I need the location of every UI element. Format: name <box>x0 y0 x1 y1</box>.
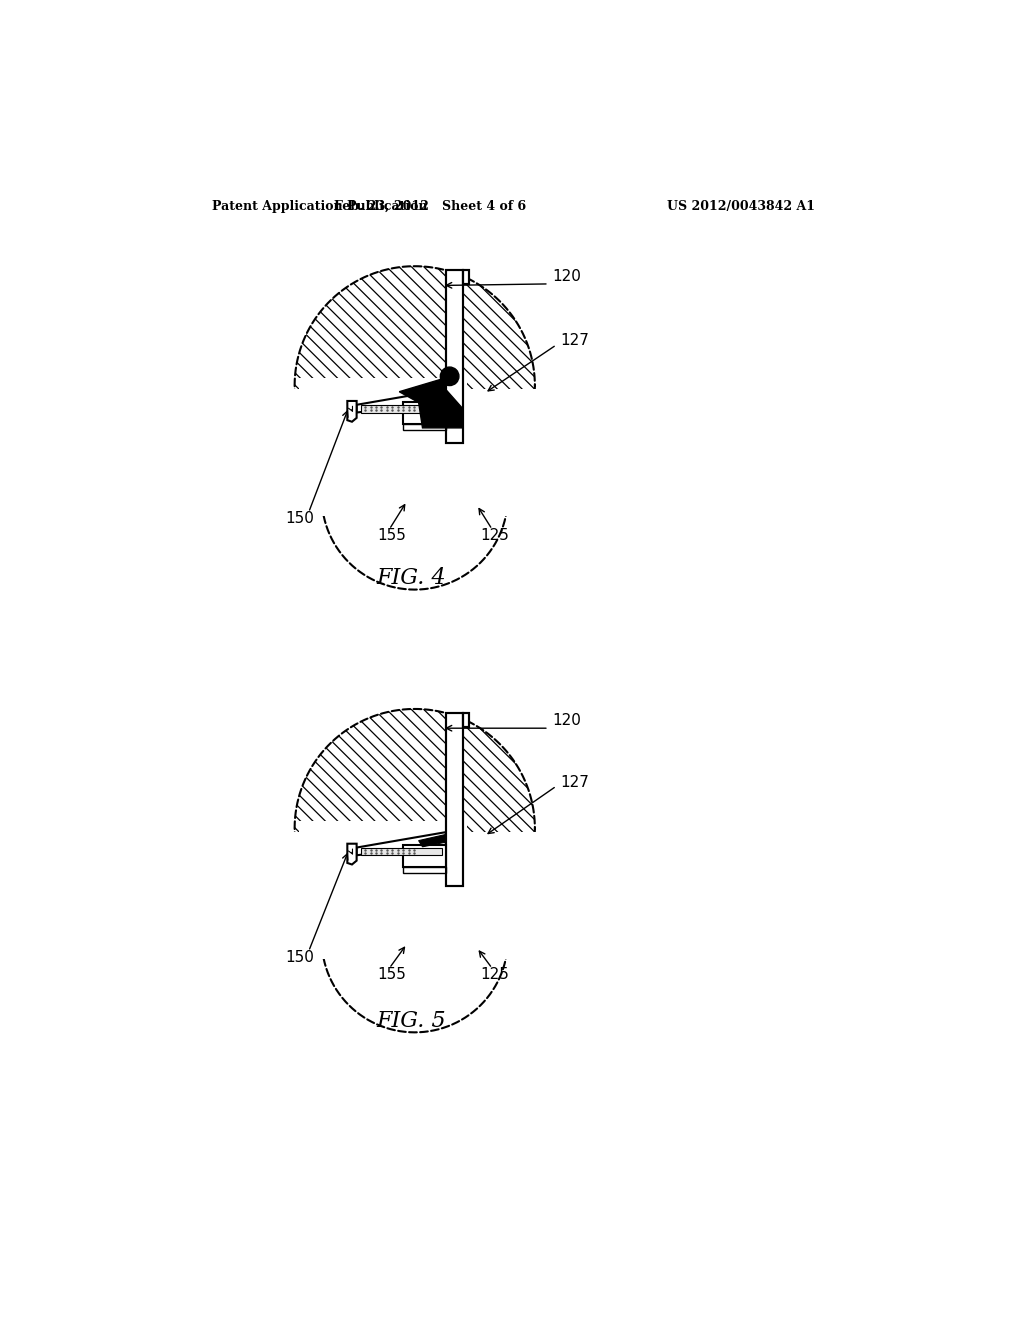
Text: 155: 155 <box>378 528 407 544</box>
Text: 150: 150 <box>286 511 314 527</box>
Bar <box>445 271 463 444</box>
Text: 127: 127 <box>560 334 590 348</box>
Text: 120: 120 <box>553 713 582 729</box>
Polygon shape <box>356 389 445 412</box>
Polygon shape <box>419 834 445 847</box>
Bar <box>360 405 442 413</box>
Text: FIG. 5: FIG. 5 <box>376 1010 445 1032</box>
Bar <box>463 713 469 726</box>
Text: 127: 127 <box>560 775 590 789</box>
Bar <box>463 271 469 284</box>
Polygon shape <box>356 832 445 855</box>
Polygon shape <box>347 401 356 422</box>
Polygon shape <box>399 378 445 403</box>
Bar <box>445 713 463 886</box>
Text: 125: 125 <box>480 968 510 982</box>
Text: 155: 155 <box>378 968 407 982</box>
Text: US 2012/0043842 A1: US 2012/0043842 A1 <box>667 199 815 213</box>
Bar <box>403 845 445 867</box>
Text: 150: 150 <box>286 950 314 965</box>
Bar <box>299 821 467 894</box>
Bar <box>299 378 467 451</box>
Text: FIG. 4: FIG. 4 <box>376 568 445 589</box>
Polygon shape <box>347 843 356 865</box>
Bar <box>403 867 445 873</box>
Bar <box>291 389 539 516</box>
Bar <box>403 424 445 430</box>
Bar <box>403 403 445 424</box>
Text: 125: 125 <box>480 528 510 544</box>
Text: Feb. 23, 2012   Sheet 4 of 6: Feb. 23, 2012 Sheet 4 of 6 <box>334 199 526 213</box>
Bar <box>463 271 469 284</box>
Bar <box>445 713 463 886</box>
Circle shape <box>440 367 459 385</box>
Text: Patent Application Publication: Patent Application Publication <box>212 199 427 213</box>
Bar <box>445 271 463 444</box>
Bar <box>291 832 539 960</box>
Text: 120: 120 <box>553 269 582 284</box>
Bar <box>360 847 442 855</box>
Polygon shape <box>419 389 463 428</box>
Bar <box>463 713 469 726</box>
